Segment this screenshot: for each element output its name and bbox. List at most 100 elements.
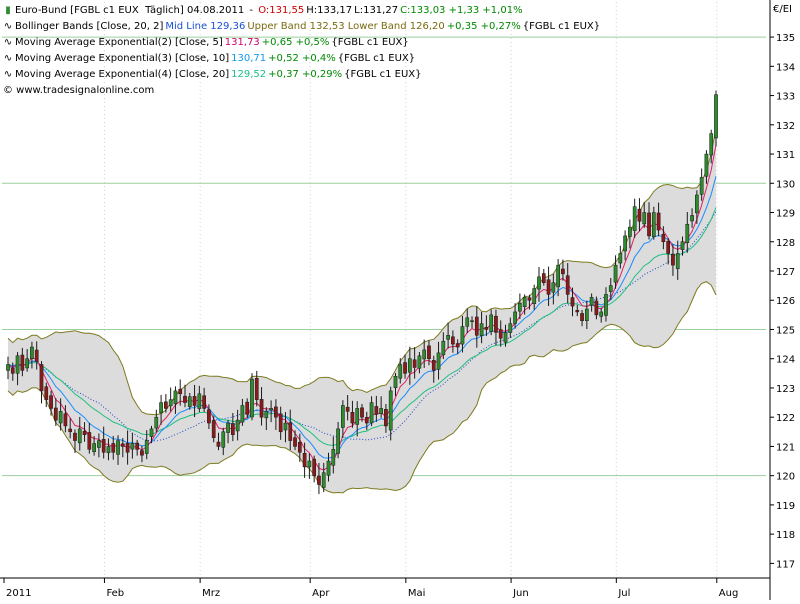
candle-body[interactable] bbox=[704, 153, 709, 177]
candle-body[interactable] bbox=[628, 226, 632, 237]
candle-body[interactable] bbox=[120, 443, 125, 447]
candle-body[interactable] bbox=[302, 452, 307, 468]
candle-body[interactable] bbox=[87, 432, 92, 450]
candle-body[interactable] bbox=[68, 428, 73, 433]
candle-body[interactable] bbox=[484, 327, 489, 330]
candle-body[interactable] bbox=[551, 282, 556, 293]
candle-body[interactable] bbox=[269, 408, 273, 411]
candle-body[interactable] bbox=[10, 367, 15, 374]
candle-body[interactable] bbox=[618, 253, 623, 264]
candle-body[interactable] bbox=[331, 449, 336, 466]
candle-body[interactable] bbox=[455, 343, 460, 348]
candle-body[interactable] bbox=[20, 354, 25, 371]
candle-body[interactable] bbox=[412, 359, 417, 368]
candle-body[interactable] bbox=[39, 364, 44, 392]
candle-body[interactable] bbox=[565, 275, 570, 295]
candle-body[interactable] bbox=[77, 428, 82, 444]
candle-body[interactable] bbox=[326, 460, 331, 476]
candle-body[interactable] bbox=[125, 443, 130, 453]
candle-body[interactable] bbox=[278, 413, 283, 433]
candle-body[interactable] bbox=[355, 408, 360, 425]
candle-body[interactable] bbox=[503, 332, 508, 343]
candle-body[interactable] bbox=[556, 264, 560, 288]
candle-body[interactable] bbox=[407, 358, 412, 373]
candle-body[interactable] bbox=[317, 475, 321, 485]
candle-body[interactable] bbox=[623, 235, 627, 252]
candle-body[interactable] bbox=[25, 358, 29, 369]
candle-body[interactable] bbox=[508, 323, 513, 333]
candle-body[interactable] bbox=[675, 253, 680, 270]
candle-body[interactable] bbox=[695, 194, 699, 214]
candle-body[interactable] bbox=[183, 395, 187, 403]
candle-body[interactable] bbox=[226, 422, 230, 433]
candle-body[interactable] bbox=[632, 206, 637, 231]
candle-body[interactable] bbox=[30, 346, 34, 359]
candle-body[interactable] bbox=[613, 264, 618, 283]
candle-body[interactable] bbox=[97, 440, 101, 448]
candle-body[interactable] bbox=[63, 413, 68, 427]
candle-body[interactable] bbox=[513, 311, 517, 324]
candle-body[interactable] bbox=[116, 440, 120, 455]
candle-body[interactable] bbox=[235, 419, 240, 432]
candle-body[interactable] bbox=[293, 437, 297, 447]
candle-body[interactable] bbox=[709, 133, 714, 156]
candle-body[interactable] bbox=[537, 276, 541, 290]
candle-body[interactable] bbox=[254, 378, 259, 400]
candle-body[interactable] bbox=[92, 443, 96, 453]
candle-body[interactable] bbox=[6, 364, 10, 371]
candle-body[interactable] bbox=[173, 390, 178, 405]
candle-body[interactable] bbox=[436, 352, 441, 370]
candle-body[interactable] bbox=[699, 177, 704, 195]
candle-body[interactable] bbox=[111, 443, 116, 453]
candle-body[interactable] bbox=[274, 406, 278, 418]
candle-body[interactable] bbox=[350, 412, 355, 424]
candle-body[interactable] bbox=[245, 401, 250, 415]
candle-body[interactable] bbox=[580, 313, 584, 321]
candle-body[interactable] bbox=[211, 420, 216, 438]
candle-body[interactable] bbox=[642, 212, 647, 225]
candle-body[interactable] bbox=[264, 411, 269, 419]
candle-body[interactable] bbox=[283, 422, 288, 431]
candle-body[interactable] bbox=[637, 208, 642, 222]
candle-body[interactable] bbox=[187, 396, 192, 407]
candle-body[interactable] bbox=[460, 326, 465, 345]
candle-body[interactable] bbox=[164, 401, 168, 409]
candle-body[interactable] bbox=[527, 297, 532, 301]
candle-body[interactable] bbox=[130, 443, 135, 450]
candle-body[interactable] bbox=[403, 362, 407, 374]
candle-body[interactable] bbox=[541, 273, 546, 283]
candle-body[interactable] bbox=[336, 428, 340, 454]
candle-body[interactable] bbox=[240, 405, 245, 423]
candle-body[interactable] bbox=[599, 311, 604, 317]
candle-body[interactable] bbox=[216, 441, 221, 447]
candle-body[interactable] bbox=[15, 355, 20, 374]
candle-body[interactable] bbox=[230, 423, 235, 435]
candle-body[interactable] bbox=[532, 288, 537, 304]
candle-body[interactable] bbox=[388, 390, 393, 431]
candle-body[interactable] bbox=[714, 94, 718, 139]
candle-body[interactable] bbox=[680, 241, 685, 250]
candle-body[interactable] bbox=[154, 416, 159, 429]
candle-body[interactable] bbox=[427, 345, 431, 359]
candle-body[interactable] bbox=[140, 450, 144, 456]
candle-body[interactable] bbox=[58, 411, 63, 424]
candle-body[interactable] bbox=[671, 253, 675, 266]
candle-body[interactable] bbox=[307, 460, 312, 468]
candle-body[interactable] bbox=[594, 300, 599, 316]
candle-body[interactable] bbox=[546, 279, 551, 295]
candle-body[interactable] bbox=[570, 297, 575, 307]
candle-body[interactable] bbox=[489, 314, 494, 332]
candle-body[interactable] bbox=[341, 405, 345, 428]
candle-body[interactable] bbox=[149, 428, 154, 437]
candle-body[interactable] bbox=[446, 335, 450, 340]
candle-body[interactable] bbox=[575, 310, 580, 313]
candle-body[interactable] bbox=[661, 233, 666, 243]
candle-body[interactable] bbox=[34, 349, 39, 362]
candle-body[interactable] bbox=[451, 336, 455, 345]
candle-body[interactable] bbox=[259, 399, 264, 418]
candle-body[interactable] bbox=[192, 396, 197, 406]
candle-body[interactable] bbox=[561, 268, 565, 275]
candle-body[interactable] bbox=[364, 417, 369, 424]
candle-body[interactable] bbox=[135, 442, 140, 450]
candle-body[interactable] bbox=[518, 302, 522, 312]
